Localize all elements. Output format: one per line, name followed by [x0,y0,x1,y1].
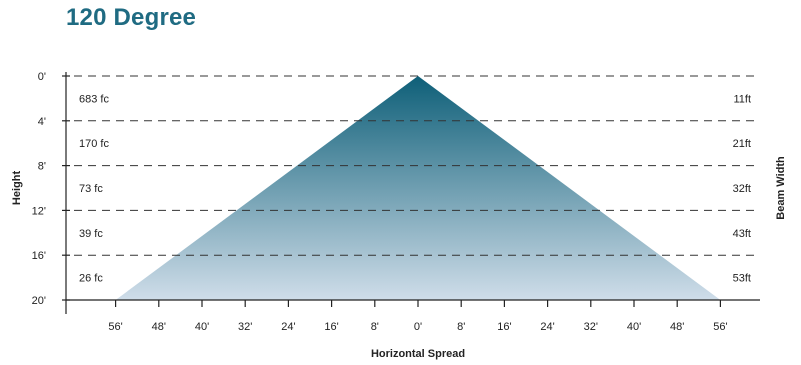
illuminance-label: 170 fc [79,138,109,150]
beam-triangle [115,76,721,300]
x-tick-label: 8' [457,321,465,333]
gridlines-layer [74,75,760,256]
x-tick-label: 8' [371,321,379,333]
illuminance-label: 26 fc [79,273,103,285]
y-tick-label: 16' [32,250,46,262]
x-tick-label: 40' [195,321,209,333]
illuminance-label: 39 fc [79,228,103,240]
x-tick-label: 56' [108,321,122,333]
axes-layer [62,72,760,314]
illuminance-label: 73 fc [79,183,103,195]
x-tick-label: 32' [584,321,598,333]
beam-width-label: 11ft [733,93,751,105]
beam-width-label: 53ft [733,273,751,285]
x-tick-label: 56' [713,321,727,333]
y-axis-title: Height [11,171,23,206]
beam-width-label: 32ft [733,183,751,195]
beam-area-layer [115,76,721,300]
x-tick-label: 48' [152,321,166,333]
chart-title: 120 Degree [66,4,197,31]
x-tick-label: 48' [670,321,684,333]
beam-width-axis-title: Beam Width [775,156,787,220]
y-tick-label: 0' [38,71,46,83]
illuminance-label: 683 fc [79,93,109,105]
x-tick-label: 16' [324,321,338,333]
x-tick-label: 24' [540,321,554,333]
beam-width-label: 21ft [733,138,751,150]
x-tick-label: 0' [414,321,422,333]
beam-width-label: 43ft [733,228,751,240]
x-tick-label: 32' [238,321,252,333]
x-tick-label: 16' [497,321,511,333]
y-tick-label: 20' [32,295,46,307]
x-axis-title: Horizontal Spread [371,348,465,360]
x-tick-label: 24' [281,321,295,333]
y-tick-label: 8' [38,161,46,173]
y-tick-label: 4' [38,116,46,128]
labels-layer: 0' 4' 8' 12' 16' 20' 56' 48' 40' 32' 24' 16' 8' 0' 8' 1… [11,71,787,360]
y-tick-label: 12' [32,205,46,217]
x-tick-label: 40' [627,321,641,333]
